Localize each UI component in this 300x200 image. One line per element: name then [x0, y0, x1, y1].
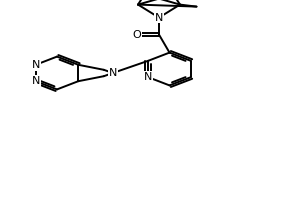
Text: N: N	[155, 13, 163, 23]
Text: N: N	[32, 76, 40, 86]
Text: O: O	[132, 30, 141, 40]
Text: N: N	[32, 60, 40, 70]
Text: N: N	[109, 68, 117, 78]
Text: N: N	[144, 72, 152, 82]
